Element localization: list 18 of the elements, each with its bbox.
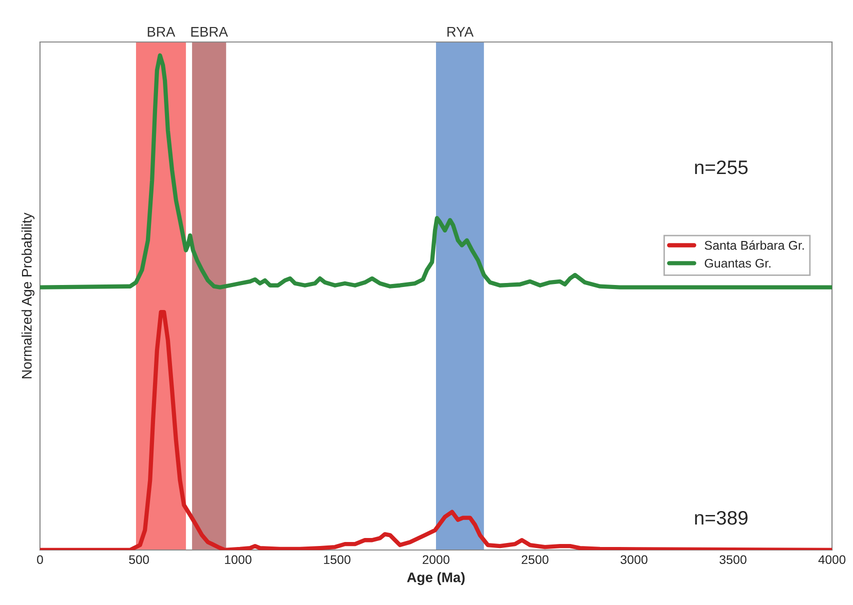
x-tick-label: 3000	[620, 555, 648, 564]
band-label: RYA	[447, 27, 474, 37]
x-tick-label: 3500	[720, 555, 746, 564]
band-label: EBRA	[191, 27, 228, 37]
annotation: n=389	[695, 510, 748, 525]
x-axis-title: Age (Ma)	[407, 572, 465, 586]
annotation: n=255	[695, 160, 748, 174]
band-label: BRA	[148, 27, 176, 37]
x-tick-label: 2000	[422, 555, 450, 564]
legend-label: Santa Bárbara Gr.	[704, 240, 804, 250]
x-tick-label: 1500	[324, 555, 350, 564]
x-tick-label: 2500	[522, 555, 548, 564]
x-tick-label: 1000	[225, 555, 252, 564]
x-tick-label: 500	[129, 555, 149, 564]
legend-label: Guantas Gr.	[704, 258, 770, 268]
x-tick-label: 4000	[818, 555, 846, 564]
y-axis-title: Normalized Age Probability	[21, 212, 34, 378]
x-tick-label: 0	[37, 555, 43, 564]
